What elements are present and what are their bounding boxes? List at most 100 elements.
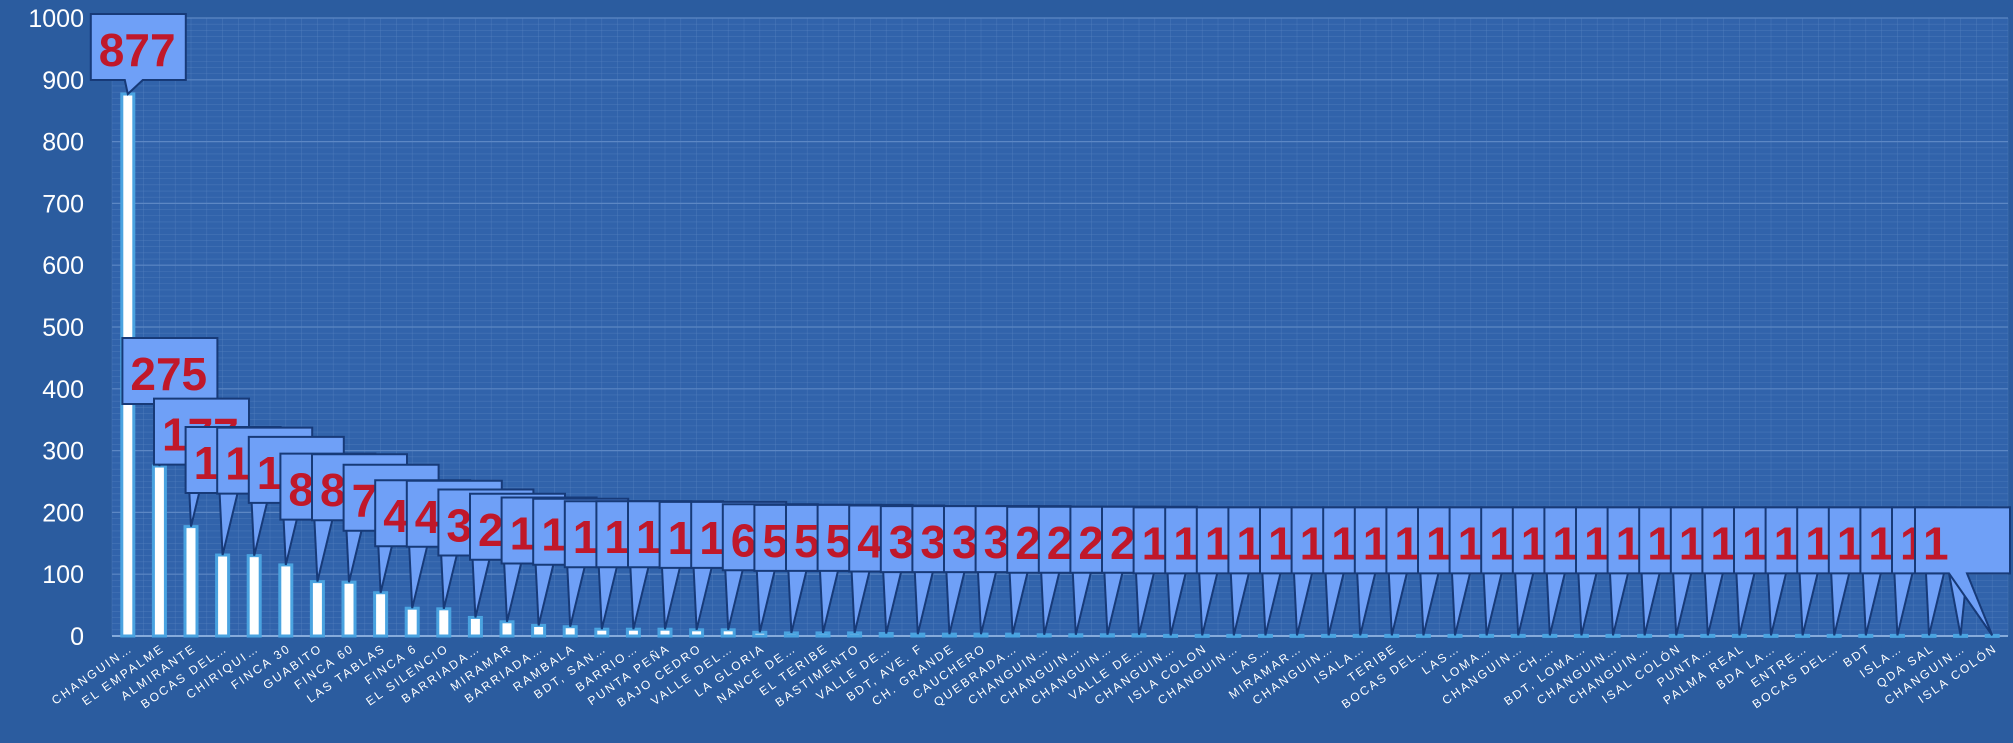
- data-label: 1: [1300, 517, 1326, 569]
- bar: [436, 607, 452, 638]
- data-label: 1: [1173, 517, 1199, 569]
- bar: [941, 632, 957, 638]
- data-label: 1: [1552, 517, 1578, 569]
- bar: [1795, 633, 1811, 638]
- bar: [246, 554, 262, 638]
- data-label: 1: [1236, 517, 1262, 569]
- bar: [1289, 633, 1305, 638]
- bar: [278, 563, 294, 638]
- data-label: 1: [1679, 517, 1705, 569]
- bar: [1005, 632, 1021, 638]
- y-tick-label: 500: [42, 314, 84, 342]
- data-label: 1: [1647, 517, 1673, 569]
- bar: [1352, 633, 1368, 638]
- data-label: 1: [1426, 517, 1452, 569]
- data-label: 3: [889, 516, 915, 568]
- y-tick-label: 900: [42, 67, 84, 95]
- bar: [878, 632, 894, 638]
- bar: [847, 631, 863, 638]
- bar: [1921, 633, 1937, 638]
- data-label: 2: [1015, 517, 1041, 569]
- y-tick-label: 0: [70, 623, 84, 651]
- bar: [1036, 633, 1052, 638]
- y-tick-label: 200: [42, 499, 84, 527]
- data-label: 1: [1363, 517, 1389, 569]
- data-label: 1: [1742, 517, 1768, 569]
- bar: [910, 632, 926, 638]
- data-label: 2: [1078, 517, 1104, 569]
- data-label: 1: [1489, 517, 1515, 569]
- data-label: 2: [1047, 517, 1073, 569]
- data-label: 3: [952, 516, 978, 568]
- bar: [1226, 633, 1242, 638]
- data-label: 1: [1774, 517, 1800, 569]
- bar: [657, 627, 673, 638]
- bar: [1510, 633, 1526, 638]
- bar: [1605, 633, 1621, 638]
- data-label: 1: [1394, 517, 1420, 569]
- y-tick-label: 400: [42, 376, 84, 404]
- bar: [1889, 633, 1905, 638]
- data-label: 6: [731, 514, 757, 566]
- bar: [499, 620, 515, 638]
- data-label: 1: [1331, 517, 1357, 569]
- bar: [373, 591, 389, 638]
- bar: [1573, 633, 1589, 638]
- bar: [1984, 633, 2000, 638]
- bar: [1953, 633, 1969, 638]
- bar: [183, 525, 199, 638]
- data-label: 1: [1805, 517, 1831, 569]
- bar: [1731, 633, 1747, 638]
- data-label: 1: [1458, 517, 1484, 569]
- bar: [1826, 633, 1842, 638]
- data-label: 1: [1868, 517, 1894, 569]
- bar: [783, 631, 799, 638]
- data-label: 2: [1110, 517, 1136, 569]
- bar: [151, 464, 167, 638]
- data-label: 1: [1837, 517, 1863, 569]
- data-label: 3: [920, 516, 946, 568]
- data-label: 1: [1268, 517, 1294, 569]
- bar: [1257, 633, 1273, 638]
- bar: [341, 580, 357, 638]
- bar: [973, 632, 989, 638]
- bar: [1194, 633, 1210, 638]
- data-label: 1: [1205, 517, 1231, 569]
- data-label: 275: [130, 348, 207, 400]
- data-label: 5: [826, 515, 852, 567]
- bar: [467, 615, 483, 638]
- bar: [1321, 633, 1337, 638]
- bar: [1479, 633, 1495, 638]
- bar: [404, 606, 420, 638]
- data-label: 1: [1521, 517, 1547, 569]
- bar: [562, 625, 578, 638]
- bar: [1763, 633, 1779, 638]
- bar: [1668, 633, 1684, 638]
- bar: [720, 628, 736, 638]
- data-label: 1: [1584, 517, 1610, 569]
- bar: [1068, 633, 1084, 638]
- bar: [215, 553, 231, 638]
- data-label: 1: [1923, 517, 1949, 569]
- data-label-callout: [1914, 506, 2011, 636]
- bar: [1858, 633, 1874, 638]
- bar: [752, 630, 768, 638]
- bar: [1163, 633, 1179, 638]
- y-tick-label: 1000: [28, 5, 84, 33]
- y-tick-label: 300: [42, 438, 84, 466]
- data-label: 1: [1616, 517, 1642, 569]
- bar: [309, 580, 325, 638]
- data-label: 1: [1710, 517, 1736, 569]
- bar: [594, 627, 610, 638]
- data-label-callout: [89, 13, 187, 96]
- bar: [1131, 633, 1147, 638]
- bar: [1542, 633, 1558, 638]
- bar: [815, 631, 831, 638]
- bar: [1447, 633, 1463, 638]
- y-tick-label: 800: [42, 129, 84, 157]
- y-tick-label: 600: [42, 252, 84, 280]
- data-label: 4: [857, 516, 883, 568]
- data-label: 5: [794, 515, 820, 567]
- bar: [1700, 633, 1716, 638]
